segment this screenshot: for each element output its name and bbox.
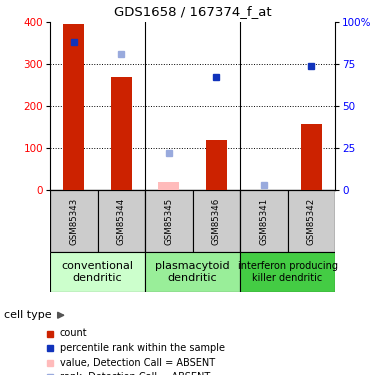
Bar bbox=[301, 124, 322, 190]
Text: GSM85346: GSM85346 bbox=[212, 197, 221, 244]
Bar bbox=[158, 183, 180, 190]
Text: value, Detection Call = ABSENT: value, Detection Call = ABSENT bbox=[60, 357, 215, 368]
Bar bbox=[288, 190, 335, 252]
Bar bbox=[206, 141, 227, 190]
Text: GSM85341: GSM85341 bbox=[259, 197, 268, 244]
Bar bbox=[111, 76, 132, 190]
Text: GSM85345: GSM85345 bbox=[164, 197, 173, 244]
Title: GDS1658 / 167374_f_at: GDS1658 / 167374_f_at bbox=[114, 5, 271, 18]
Text: plasmacytoid
dendritic: plasmacytoid dendritic bbox=[155, 261, 230, 283]
Text: cell type: cell type bbox=[4, 310, 52, 320]
Text: interferon producing
killer dendritic: interferon producing killer dendritic bbox=[237, 261, 338, 283]
Bar bbox=[50, 252, 145, 292]
Text: GSM85342: GSM85342 bbox=[307, 197, 316, 244]
Text: GSM85343: GSM85343 bbox=[69, 197, 78, 244]
Bar bbox=[50, 190, 98, 252]
Bar bbox=[240, 190, 288, 252]
Bar bbox=[145, 190, 193, 252]
Text: percentile rank within the sample: percentile rank within the sample bbox=[60, 344, 225, 354]
Text: rank, Detection Call = ABSENT: rank, Detection Call = ABSENT bbox=[60, 372, 210, 375]
Bar bbox=[145, 252, 240, 292]
Bar bbox=[98, 190, 145, 252]
Text: count: count bbox=[60, 328, 88, 339]
Text: conventional
dendritic: conventional dendritic bbox=[62, 261, 134, 283]
Bar bbox=[240, 252, 335, 292]
Bar bbox=[193, 190, 240, 252]
Bar bbox=[63, 24, 85, 190]
Text: GSM85344: GSM85344 bbox=[117, 197, 126, 244]
